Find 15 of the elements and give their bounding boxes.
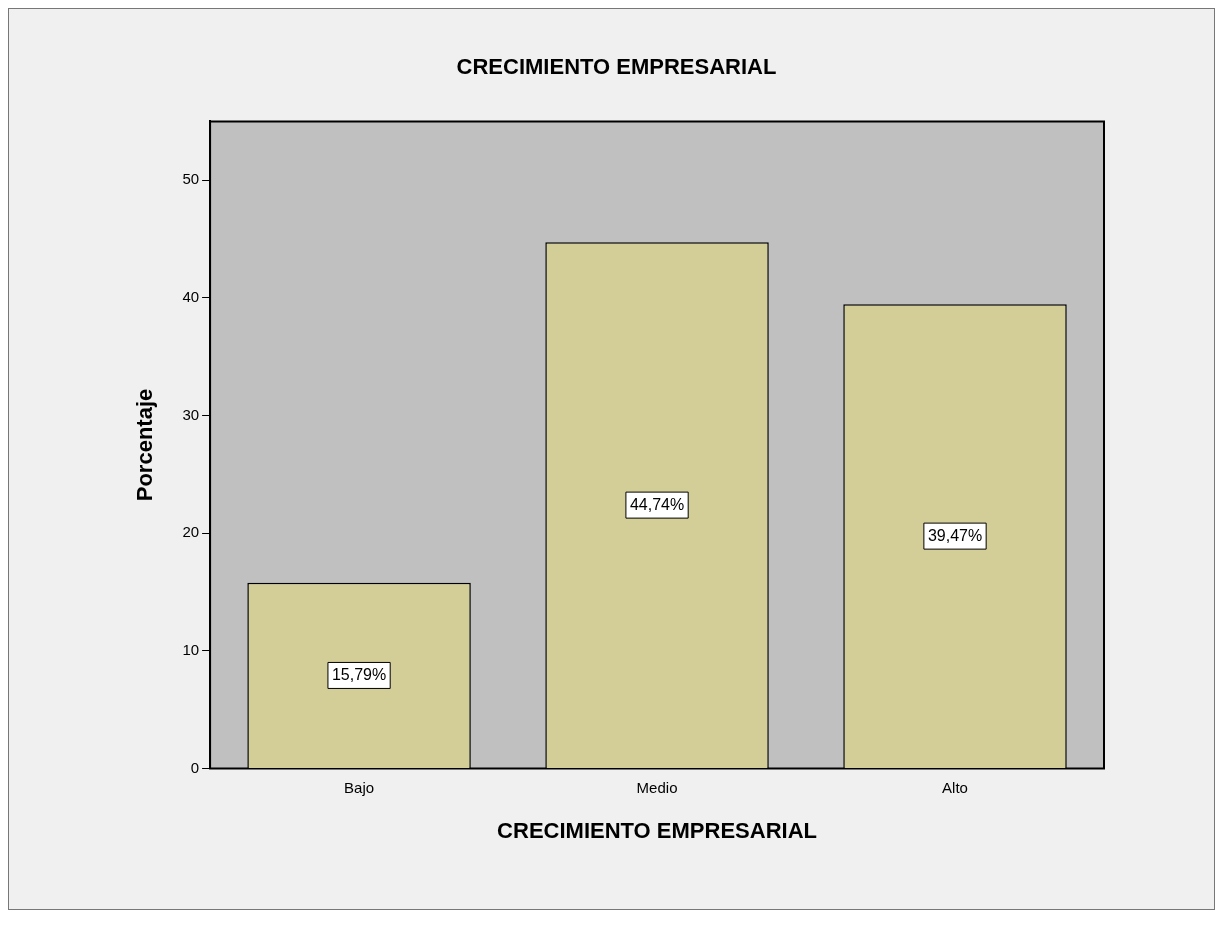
x-tick-label: Bajo — [344, 778, 375, 796]
chart-title: CRECIMIENTO EMPRESARIAL — [456, 54, 777, 80]
y-tick-label: 0 — [190, 758, 200, 776]
x-tick-label: Alto — [942, 778, 968, 796]
y-tick-label: 10 — [182, 641, 200, 659]
y-tick-label: 30 — [182, 405, 200, 423]
data-label: 39,47% — [927, 526, 983, 544]
y-tick-label: 20 — [182, 523, 200, 541]
x-tick-label: Medio — [636, 778, 678, 796]
y-tick-label: 50 — [182, 170, 200, 188]
x-axis-title: CRECIMIENTO EMPRESARIAL — [497, 817, 817, 843]
y-tick-label: 40 — [182, 288, 200, 306]
data-label: 15,79% — [331, 665, 387, 683]
data-label: 44,74% — [629, 495, 685, 513]
y-axis-title: Porcentaje — [132, 388, 158, 502]
